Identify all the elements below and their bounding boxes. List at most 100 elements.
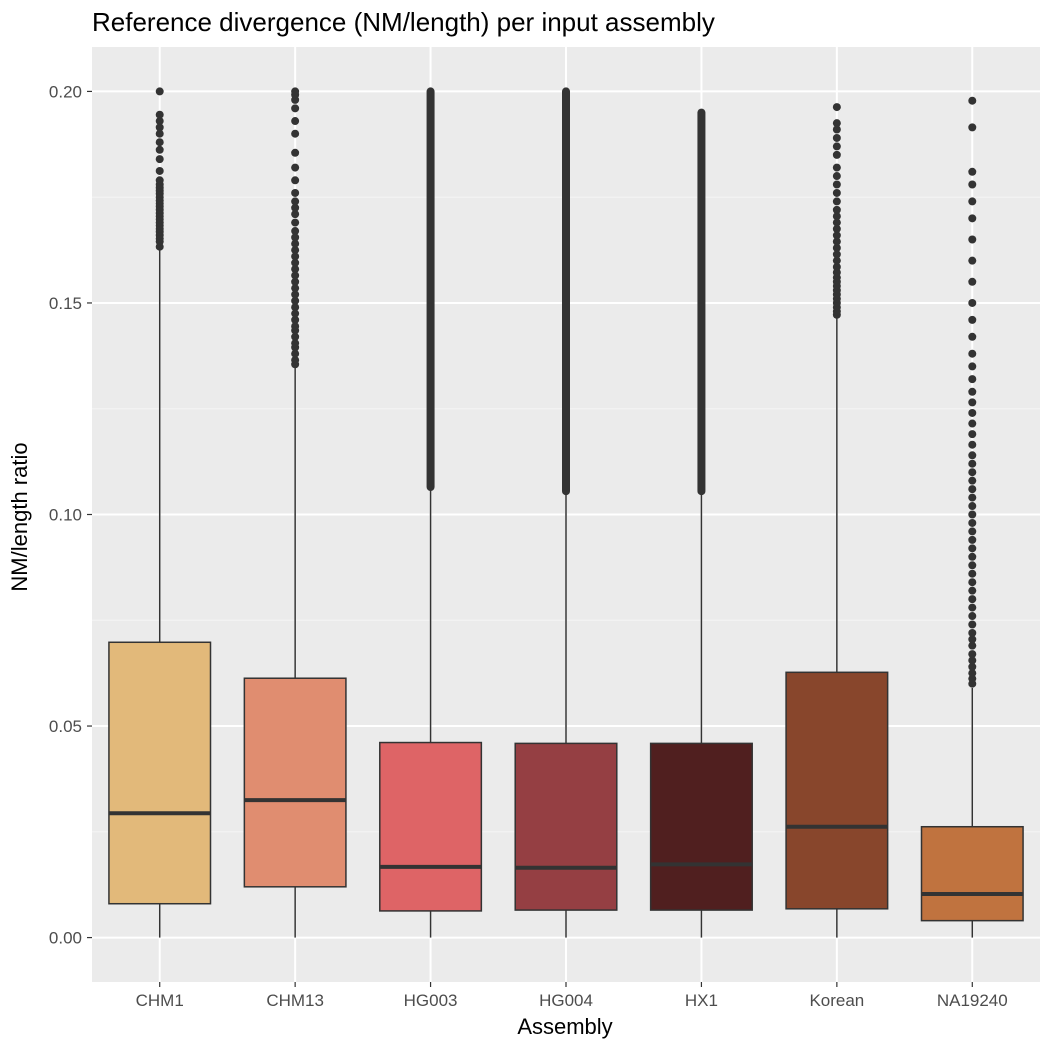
outlier-point — [832, 256, 841, 265]
outlier-point — [968, 635, 977, 644]
outlier-point — [968, 349, 977, 358]
outlier-point — [968, 612, 977, 621]
outlier-point — [968, 535, 977, 544]
outlier-point — [832, 224, 841, 233]
outlier-point — [968, 493, 977, 502]
outlier-point — [968, 578, 977, 587]
outlier-point — [291, 233, 300, 242]
outlier-point — [832, 268, 841, 277]
outlier-point — [832, 180, 841, 189]
outlier-point — [155, 123, 164, 132]
outlier-point — [291, 176, 300, 185]
box-body — [920, 825, 1024, 922]
outlier-point — [291, 210, 300, 219]
outlier-point — [968, 656, 977, 665]
x-tick-label: HG003 — [404, 991, 458, 1010]
y-tick-label: 0.20 — [49, 82, 82, 101]
outlier-point — [968, 408, 977, 417]
outlier-point — [968, 235, 977, 244]
outlier-point — [968, 167, 977, 176]
outlier-point — [968, 628, 977, 637]
outlier-point — [155, 117, 164, 126]
outlier-point — [291, 188, 300, 197]
x-tick-label: HG004 — [539, 991, 593, 1010]
outlier-point — [968, 603, 977, 612]
outlier-point — [291, 148, 300, 157]
outlier-point — [968, 375, 977, 384]
box-body — [108, 641, 212, 905]
outlier-point — [968, 298, 977, 307]
outlier-point — [968, 569, 977, 578]
box-na19240 — [920, 96, 1024, 938]
outlier-point — [291, 332, 300, 341]
box-hg004 — [514, 87, 618, 938]
box-body — [379, 741, 483, 912]
outlier-point — [968, 315, 977, 324]
outlier-point — [968, 485, 977, 494]
outlier-point — [968, 502, 977, 511]
outlier-point — [968, 256, 977, 265]
outlier-point — [832, 250, 841, 259]
outlier-point — [291, 218, 300, 227]
outlier-point — [291, 356, 300, 365]
outlier-point — [155, 87, 164, 96]
outlier-point — [968, 277, 977, 286]
outlier-point — [968, 595, 977, 604]
outlier-point — [291, 290, 300, 299]
outlier-point — [155, 110, 164, 119]
x-tick-label: Korean — [809, 991, 864, 1010]
outlier-point — [968, 620, 977, 629]
outlier-point — [968, 476, 977, 485]
box-hg003 — [379, 87, 483, 938]
outlier-point — [832, 142, 841, 151]
outlier-point — [832, 237, 841, 246]
outlier-point — [291, 87, 300, 96]
outlier-point — [968, 552, 977, 561]
outlier-point — [291, 271, 300, 280]
outlier-point — [155, 155, 164, 164]
outlier-point — [291, 315, 300, 324]
outlier-point — [291, 239, 300, 248]
outlier-point — [968, 527, 977, 536]
outlier-point — [155, 166, 164, 175]
outlier-point — [291, 284, 300, 293]
outlier-point — [291, 117, 300, 126]
y-tick-label: 0.10 — [49, 506, 82, 525]
outlier-point — [968, 510, 977, 519]
outlier-point — [968, 586, 977, 595]
outlier-point — [832, 125, 841, 134]
outlier-point — [968, 362, 977, 371]
outlier-point — [968, 123, 977, 132]
outlier-point — [291, 339, 300, 348]
outlier-point — [291, 197, 300, 206]
outlier-point — [832, 133, 841, 142]
box-body — [243, 677, 347, 888]
box-chm1 — [108, 87, 212, 938]
outlier-point — [832, 263, 841, 271]
y-axis-title: NM/length ratio — [7, 442, 32, 591]
chart-title: Reference divergence (NM/length) per inp… — [92, 7, 715, 37]
y-tick-label: 0.00 — [49, 929, 82, 948]
y-axis: 0.00 0.05 0.10 0.15 0.20 — [49, 82, 92, 948]
outlier-point — [968, 674, 977, 683]
outlier-point — [291, 163, 300, 172]
outlier-point — [291, 265, 300, 274]
outlier-point — [832, 231, 841, 240]
outlier-point — [832, 197, 841, 206]
x-axis-title: Assembly — [517, 1014, 612, 1039]
outlier-point — [291, 296, 300, 305]
outlier-point — [291, 322, 300, 331]
outlier-point — [968, 641, 977, 650]
outlier-point — [968, 518, 977, 527]
outlier-point — [832, 205, 841, 214]
outlier-point — [155, 138, 164, 147]
outlier-point — [968, 669, 977, 678]
outlier-point — [291, 277, 300, 286]
outlier-point — [291, 246, 300, 255]
outlier-point — [291, 258, 300, 267]
outlier-point — [291, 129, 300, 138]
box-hx1 — [649, 108, 753, 938]
outlier-point — [291, 349, 300, 358]
x-axis: CHM1 CHM13 HG003 HG004 HX1 Korean NA19240 — [136, 982, 1008, 1010]
